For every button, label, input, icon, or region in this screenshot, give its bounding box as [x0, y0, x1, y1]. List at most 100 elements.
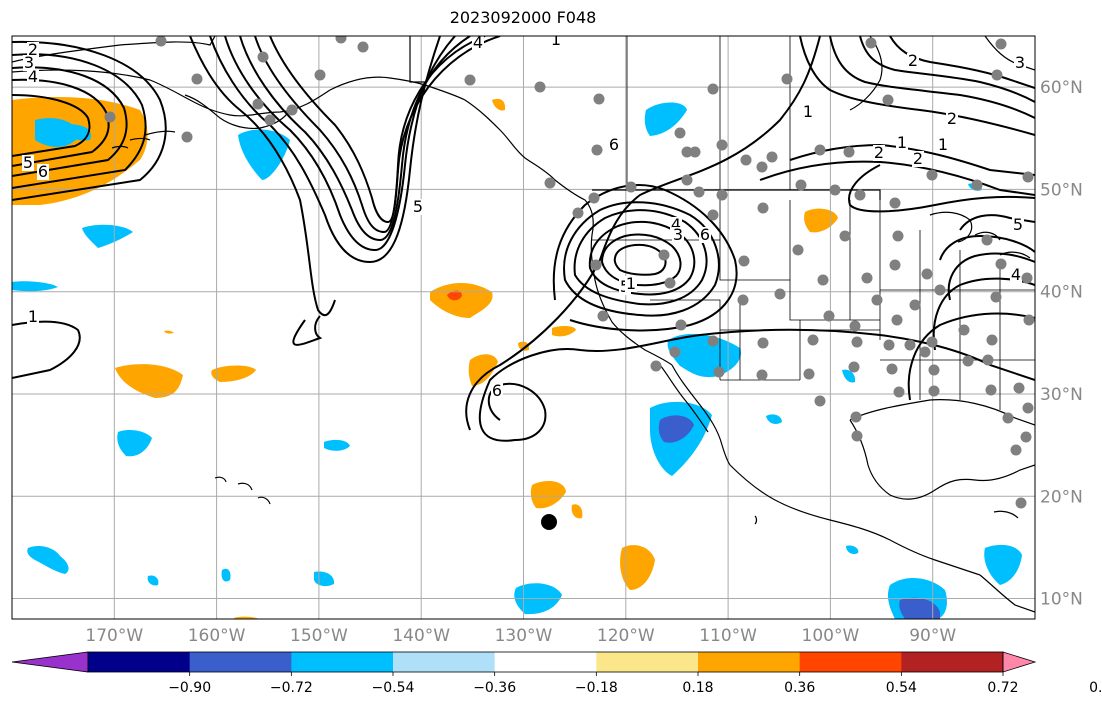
- station-dot: [1022, 171, 1034, 183]
- station-dot: [689, 146, 701, 158]
- station-dot: [716, 139, 728, 151]
- station-dot: [823, 310, 835, 322]
- station-dot: [909, 299, 921, 311]
- contour-labels: 23456165415436122165432121: [22, 30, 1026, 400]
- contour-label: 2: [28, 40, 38, 59]
- contour-label-bg: [22, 155, 34, 171]
- station-dot: [814, 395, 826, 407]
- station-dot: [926, 336, 938, 348]
- shaded-fill-layer: [12, 97, 1022, 619]
- station-dot: [889, 259, 901, 271]
- station-dot: [892, 230, 904, 242]
- station-dot: [886, 363, 898, 375]
- station-dot: [534, 81, 546, 93]
- station-dot: [693, 186, 705, 198]
- station-dot: [889, 197, 901, 209]
- station-dot: [995, 258, 1007, 270]
- fill-blob-cool: [60, 124, 91, 141]
- fill-blob-warm: [552, 325, 576, 337]
- station-dot: [861, 272, 873, 284]
- map-frame: [11, 35, 1036, 620]
- fill-blob-cool: [27, 545, 69, 574]
- contour-label-bg: [491, 383, 503, 399]
- contour-label: 4: [1011, 265, 1021, 284]
- contour-label-bg: [896, 135, 908, 151]
- fill-blob-cool: [842, 369, 856, 383]
- station-dot: [882, 94, 894, 106]
- coastline: [12, 36, 1035, 613]
- station-dot: [971, 179, 983, 191]
- contour-label: 5: [413, 197, 423, 216]
- fill-blob-warm: [804, 208, 838, 233]
- fill-blob-cool: [238, 129, 290, 180]
- contour-label-bg: [699, 227, 711, 243]
- colorbar-outline: [87, 651, 1004, 673]
- longitude-labels: 170°W 160°W 150°W 140°W 130°W 120°W 110°W 100°W…: [85, 626, 956, 646]
- contour-label-bg: [27, 309, 39, 325]
- station-dot: [921, 268, 933, 280]
- station-dot: [707, 83, 719, 95]
- station-dot: [1015, 497, 1027, 509]
- contour-label-bg: [27, 42, 39, 58]
- station-dot: [919, 346, 931, 358]
- station-dot: [650, 360, 662, 372]
- contour-label: 2: [874, 143, 884, 162]
- contour-label: 6: [492, 381, 502, 400]
- station-dot: [591, 144, 603, 156]
- station-dot: [958, 324, 970, 336]
- station-dot: [681, 174, 693, 186]
- station-dot: [893, 386, 905, 398]
- station-dot: [891, 314, 903, 326]
- station-dot: [849, 320, 861, 332]
- colorbar-tick-label: −0.90: [168, 680, 211, 696]
- station-dot: [982, 354, 994, 366]
- station-dot: [1020, 431, 1032, 443]
- colorbar-tick-label: 0.72: [987, 680, 1018, 696]
- contour-label-bg: [27, 69, 39, 85]
- station-dot: [740, 154, 752, 166]
- contour-label: 1: [551, 30, 561, 49]
- station-dot: [851, 336, 863, 348]
- colorbar-tick-label: −0.36: [473, 680, 516, 696]
- station-dot: [707, 335, 719, 347]
- station-dot: [1010, 444, 1022, 456]
- station-dot: [871, 294, 883, 306]
- station-dot: [814, 144, 826, 156]
- colorbar-tick-label: −0.72: [270, 680, 313, 696]
- station-dot: [738, 255, 750, 267]
- contour-label: 5: [1013, 215, 1023, 234]
- lat-tick-label: 50°N: [1040, 180, 1083, 200]
- station-dot: [792, 244, 804, 256]
- fill-blob-cool: [984, 544, 1022, 585]
- station-dot: [104, 111, 116, 123]
- station-dot: [590, 259, 602, 271]
- station-dot: [839, 230, 851, 242]
- contour-label: 4: [28, 67, 38, 86]
- station-dot: [1013, 382, 1025, 394]
- colorbar-segment: [88, 652, 191, 672]
- fill-blob-cool: [667, 333, 741, 378]
- contour-label: 3: [673, 225, 683, 244]
- contour-label: 6: [609, 135, 619, 154]
- station-dot: [904, 339, 916, 351]
- contour-label-bg: [1014, 55, 1026, 71]
- station-dot: [817, 274, 829, 286]
- fill-blob-cool: [147, 575, 159, 586]
- colorbar-tick-label: 0.18: [682, 680, 713, 696]
- station-dot: [1002, 412, 1014, 424]
- contour-label-bg: [412, 199, 424, 215]
- lon-tick-label: 130°W: [495, 626, 553, 646]
- station-dot: [181, 131, 193, 143]
- fill-blob-warm: [492, 98, 506, 111]
- station-dot: [928, 364, 940, 376]
- station-dot: [664, 277, 676, 289]
- plot-title: 2023092000 F048: [449, 8, 597, 27]
- station-dot: [357, 41, 369, 53]
- station-dot: [252, 98, 264, 110]
- lat-tick-label: 60°N: [1040, 78, 1083, 98]
- station-dot: [883, 339, 895, 351]
- station-dot: [669, 346, 681, 358]
- station-dot: [675, 319, 687, 331]
- lon-tick-label: 140°W: [392, 626, 450, 646]
- fill-blob-cool: [644, 102, 687, 136]
